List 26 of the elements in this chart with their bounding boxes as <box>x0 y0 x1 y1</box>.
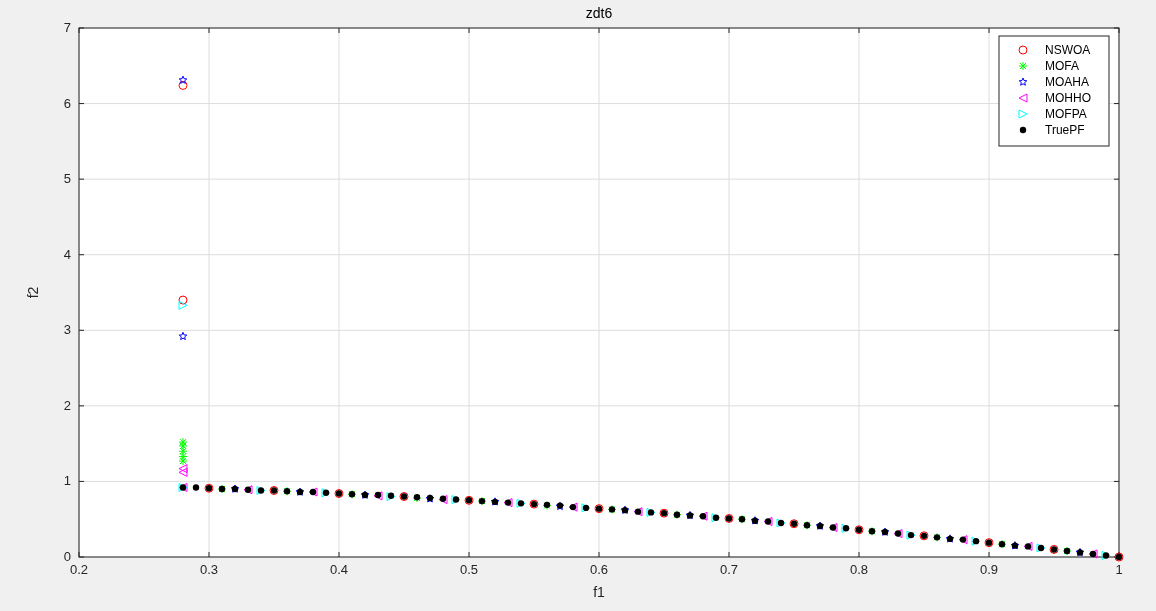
x-tick-label: 0.6 <box>589 562 609 577</box>
x-tick-label: 1 <box>1115 562 1123 577</box>
x-axis-title: f1 <box>593 584 606 600</box>
x-tick-label: 0.4 <box>329 562 349 577</box>
y-tick-label: 4 <box>63 246 71 262</box>
legend-label: MOHHO <box>1045 91 1091 105</box>
x-tick-label: 0.2 <box>69 562 89 577</box>
legend-label: NSWOA <box>1045 43 1091 57</box>
x-tick-label: 0.8 <box>849 562 869 577</box>
y-tick-label: 7 <box>63 20 71 35</box>
y-tick-label: 3 <box>63 322 71 338</box>
chart-title: zdt6 <box>585 5 613 21</box>
y-tick-label: 6 <box>63 95 71 111</box>
x-tick-label: 0.7 <box>719 562 739 577</box>
x-tick-label: 0.9 <box>979 562 999 577</box>
y-tick-label: 2 <box>63 397 71 413</box>
x-tick-label: 0.5 <box>459 562 479 577</box>
legend-label: MOFA <box>1045 59 1080 73</box>
legend-label: MOAHA <box>1045 75 1090 89</box>
y-axis-title: f2 <box>25 286 41 299</box>
x-tick-label: 0.3 <box>199 562 219 577</box>
y-tick-label: 1 <box>63 473 71 489</box>
y-tick-label: 0 <box>63 549 71 564</box>
y-tick-label: 5 <box>63 171 71 187</box>
legend-label: TruePF <box>1045 123 1085 137</box>
legend-label: MOFPA <box>1045 107 1087 121</box>
